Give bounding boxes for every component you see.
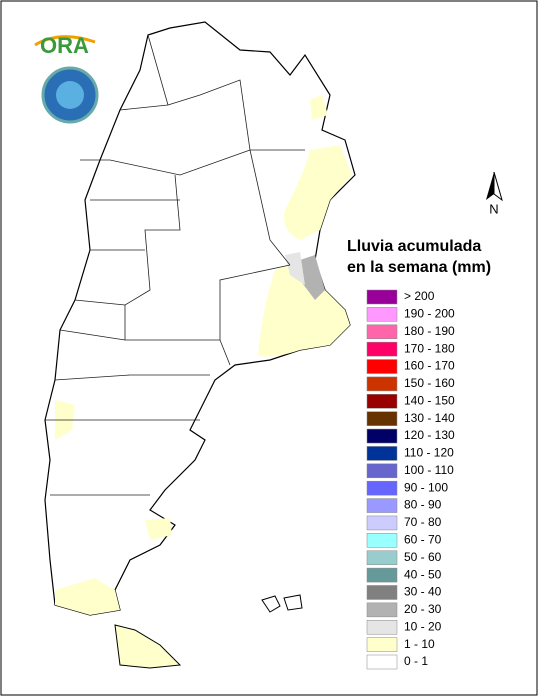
legend-label: 30 - 40	[404, 585, 442, 599]
legend-label: 80 - 90	[404, 498, 442, 512]
legend-swatch	[366, 567, 398, 583]
legend-label: 40 - 50	[404, 567, 442, 581]
rain-patch	[55, 578, 120, 615]
rain-patch	[300, 255, 325, 300]
legend-swatch	[366, 376, 398, 392]
legend-swatch	[366, 359, 398, 374]
legend-label: 170 - 180	[404, 341, 455, 355]
tierra-del-fuego	[114, 624, 182, 669]
rain-patch	[145, 518, 172, 540]
rain-patch	[285, 252, 305, 285]
country	[44, 21, 356, 669]
legend-swatch	[366, 498, 398, 513]
legend-swatch	[366, 619, 398, 635]
legend-swatch	[366, 463, 398, 479]
legend-label: 0 - 1	[404, 654, 428, 668]
legend-label: 60 - 70	[404, 533, 442, 547]
legend-title: en la semana (mm)	[347, 259, 491, 276]
legend-label: 180 - 190	[404, 324, 455, 338]
legend-swatch	[366, 480, 398, 496]
legend-swatch	[366, 585, 398, 600]
mainland	[44, 21, 356, 616]
legend-swatch	[366, 289, 398, 305]
legend-swatch	[366, 307, 398, 322]
emblem-center	[56, 81, 84, 109]
legend-title: Lluvia acumulada	[347, 238, 481, 255]
legend-swatch	[366, 428, 398, 444]
islands	[261, 594, 303, 613]
legend-label: 110 - 120	[404, 446, 454, 460]
north-label: N	[489, 201, 498, 216]
legend: Lluvia acumulada en la semana (mm) > 200 19…	[347, 238, 491, 670]
legend-swatch	[366, 394, 398, 409]
legend-swatch	[366, 341, 398, 357]
rain-patch	[258, 265, 350, 357]
legend-label: 130 - 140	[404, 411, 455, 425]
logo-text: ORA	[40, 33, 89, 58]
legend-swatch	[366, 411, 398, 426]
legend-label: 10 - 20	[404, 619, 442, 633]
legend-label: 1 - 10	[404, 637, 435, 651]
legend-swatch	[366, 515, 398, 531]
legend-swatch	[366, 602, 398, 618]
legend-label: 140 - 150	[404, 393, 455, 407]
arrow-half	[493, 171, 503, 202]
legend-swatch	[366, 533, 398, 548]
legend-swatch	[366, 637, 398, 652]
logo: ORA	[34, 33, 99, 124]
logo-swoosh	[34, 35, 96, 47]
legend-label: 90 - 100	[404, 480, 448, 494]
legend-label: 160 - 170	[404, 359, 455, 373]
legend-swatch	[366, 446, 398, 461]
legend-label: 70 - 80	[404, 515, 442, 529]
legend-swatch	[366, 324, 398, 340]
legend-label: 100 - 110	[404, 463, 454, 477]
legend-label: 50 - 60	[404, 550, 442, 564]
legend-label: 20 - 30	[404, 602, 442, 616]
legend-label: > 200	[404, 289, 435, 303]
arrow-half	[486, 172, 494, 200]
legend-label: 120 - 130	[404, 428, 455, 442]
north-arrow: N	[486, 171, 503, 216]
legend-label: 190 - 200	[404, 307, 455, 321]
legend-label: 150 - 160	[404, 376, 455, 390]
rain-patch	[310, 95, 328, 120]
legend-swatch	[366, 654, 398, 670]
legend-swatch	[366, 550, 398, 565]
rain-patch	[284, 145, 352, 240]
